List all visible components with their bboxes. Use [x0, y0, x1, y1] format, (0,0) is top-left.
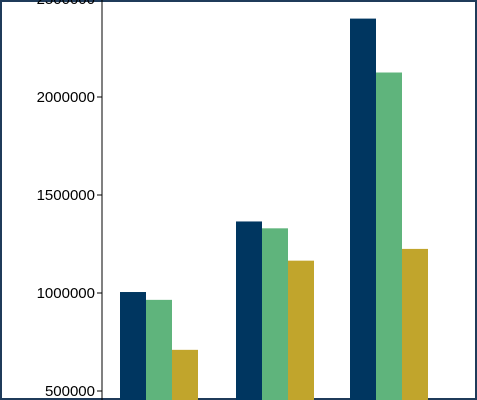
bar-series-1-group-1: [120, 292, 146, 400]
y-tick-label: 500000: [45, 383, 95, 400]
bar-series-2-group-3: [376, 72, 402, 400]
bar-series-2-group-1: [146, 299, 172, 400]
y-tick-label: 1000000: [37, 285, 95, 302]
bar-series-3-group-3: [402, 248, 428, 400]
bar-series-1-group-2: [236, 221, 262, 400]
y-tick-label: 1500000: [37, 187, 95, 204]
bar-series-3-group-2: [288, 260, 314, 400]
bars: [120, 18, 428, 400]
bar-series-2-group-2: [262, 228, 288, 400]
y-tick-label: 2500000: [37, 0, 95, 8]
y-tick-label: 2000000: [37, 89, 95, 106]
y-ticks: 500000 1000000 1500000 2000000 2500000: [37, 0, 102, 400]
bar-series-1-group-3: [350, 18, 376, 400]
bar-series-3-group-1: [172, 349, 198, 400]
